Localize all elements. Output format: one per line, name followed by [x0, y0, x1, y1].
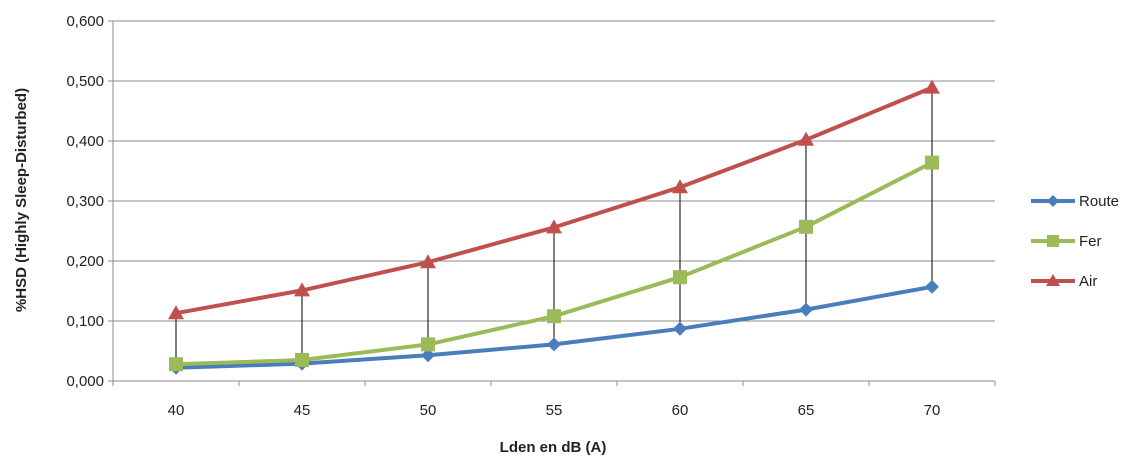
data-point-fer — [295, 353, 309, 367]
x-tick-label: 45 — [294, 402, 311, 419]
legend: Route Fer Air — [1031, 193, 1119, 290]
legend-entry-air: Air — [1031, 273, 1097, 290]
data-point-route — [547, 337, 561, 352]
y-tick-label: 0,000 — [66, 373, 104, 390]
data-point-fer — [799, 219, 813, 234]
data-point-route — [925, 279, 939, 294]
y-tick-label: 0,200 — [66, 253, 104, 270]
y-tick-label: 0,600 — [66, 13, 104, 30]
legend-label-route: Route — [1079, 193, 1119, 210]
data-point-route — [673, 321, 687, 336]
legend-entry-route: Route — [1031, 193, 1119, 210]
legend-marker-route — [1047, 195, 1059, 207]
x-tick-label: 50 — [420, 402, 437, 419]
data-point-fer — [169, 357, 183, 372]
series — [168, 79, 940, 375]
data-point-air — [546, 219, 562, 234]
x-tick-label: 65 — [798, 402, 815, 419]
y-axis-title: %HSD (Highly Sleep-Disturbed) — [13, 88, 30, 312]
legend-marker-air — [1046, 274, 1060, 286]
tick-labels: 0,000 0,100 0,200 0,300 0,400 0,500 0,600 40 45 5… — [66, 13, 940, 419]
axes — [108, 20, 996, 386]
series-air — [168, 79, 940, 320]
data-point-fer — [547, 309, 561, 324]
x-axis-title: Lden en dB (A) — [500, 439, 607, 456]
data-point-air — [420, 254, 436, 269]
x-tick-label: 55 — [546, 402, 563, 419]
data-point-air — [798, 131, 814, 146]
legend-entry-fer: Fer — [1031, 233, 1102, 250]
data-point-route — [421, 348, 435, 363]
x-tick-label: 60 — [672, 402, 689, 419]
y-tick-label: 0,400 — [66, 133, 104, 150]
legend-label-air: Air — [1079, 273, 1097, 290]
y-tick-label: 0,100 — [66, 313, 104, 330]
data-point-fer — [925, 155, 939, 170]
gridlines — [113, 20, 995, 322]
x-tick-label: 70 — [924, 402, 941, 419]
data-point-fer — [421, 337, 435, 352]
data-point-air — [168, 305, 184, 320]
legend-marker-fer — [1047, 235, 1059, 247]
series-fer — [169, 155, 939, 372]
data-point-air — [294, 282, 310, 297]
legend-label-fer: Fer — [1079, 233, 1102, 250]
data-point-fer — [673, 270, 687, 285]
data-point-air — [672, 179, 688, 194]
y-tick-label: 0,300 — [66, 193, 104, 210]
x-tick-label: 40 — [168, 402, 185, 419]
data-point-route — [799, 302, 813, 317]
data-point-air — [924, 79, 940, 94]
y-tick-label: 0,500 — [66, 73, 104, 90]
